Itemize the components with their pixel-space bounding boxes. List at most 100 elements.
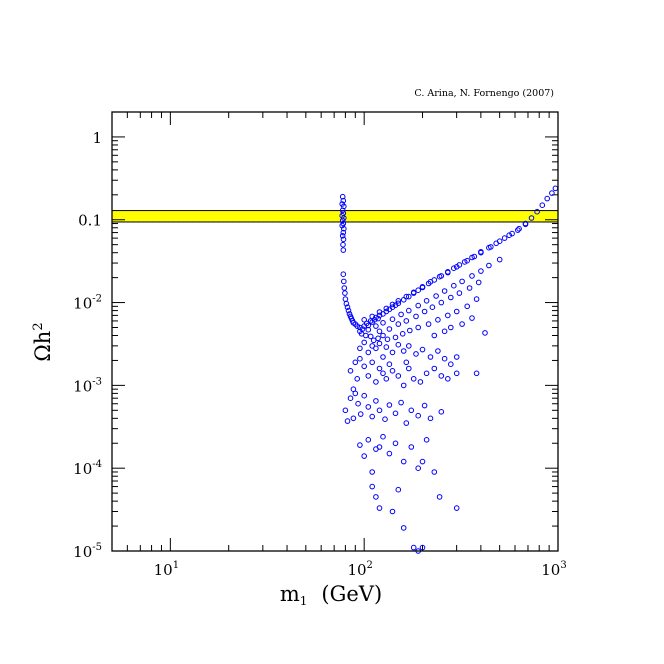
data-point [423,370,430,377]
x-tick-label: 101 [154,560,179,579]
data-point [400,525,407,531]
data-point [482,330,488,336]
y-tick-label-base: 10 [73,460,92,478]
data-point [354,376,361,382]
data-point [392,410,399,417]
data-point [365,373,372,379]
data-point [407,327,413,334]
data-point [433,293,439,299]
data-point [361,392,368,399]
data-point [342,290,348,296]
data-point [357,345,363,352]
data-point [339,233,346,239]
data-point [369,469,376,475]
data-point [534,208,540,215]
data-point [373,323,379,329]
data-point [539,202,546,208]
data-point [361,453,368,459]
data-point [427,354,434,360]
data-point [384,336,391,343]
data-point [352,359,359,366]
y-tick-label: 1 [92,129,102,147]
data-point [395,298,402,304]
data-point [431,365,438,372]
data-point [400,458,407,465]
data-point [376,365,383,372]
x-tick-label-exponent: 2 [367,560,373,571]
data-point [352,390,359,397]
data-point [486,262,492,269]
data-point [383,305,390,312]
data-point [423,437,430,443]
data-point [427,279,434,285]
data-point [408,444,415,450]
data-point [339,207,346,214]
data-point [380,433,386,440]
data-point [429,304,436,311]
y-axis-label-base: Ωh [31,331,55,362]
data-point [410,376,417,382]
data-point [478,249,484,256]
data-point [427,415,434,422]
x-tick-label-base: 10 [347,561,366,579]
data-point [408,407,415,414]
data-point [355,400,361,407]
data-point [386,361,393,368]
y-axis-label-superscript: 2 [31,322,46,330]
data-point [361,317,368,323]
data-point [344,418,351,424]
data-point [380,354,386,360]
data-point [461,259,468,265]
y-tick-label-base: 10 [73,377,92,395]
data-point [473,296,480,302]
data-point [438,373,445,379]
data-point [373,379,379,385]
y-tick-label: 10-3 [73,376,102,395]
data-point [441,355,448,362]
y-tick-label-base: 10 [73,295,92,313]
data-point [373,494,379,500]
data-point [509,230,515,237]
data-point [350,415,357,422]
data-point [419,458,426,465]
y-axis-label: Ωh2 [31,322,55,361]
data-point [386,402,393,408]
data-point [515,227,521,233]
data-point [400,382,407,389]
x-axis-label-unit: (GeV) [321,582,382,606]
x-axis-label-main: m [280,582,300,606]
data-point [488,244,494,250]
data-point [459,278,465,285]
data-point [373,398,379,404]
data-point [354,323,361,329]
data-point [415,287,422,294]
data-point [361,363,368,370]
data-point [496,256,503,263]
data-point [399,331,406,337]
data-point [435,317,441,323]
data-point [400,348,407,354]
data-point [522,221,529,228]
data-point [346,311,353,317]
data-point [347,368,354,374]
data-point [389,508,396,515]
data-point [340,247,347,253]
data-point [438,409,445,415]
x-axis-label: m1 (GeV) [280,582,382,608]
data-point [383,376,390,382]
data-point [389,316,396,323]
data-point [375,335,381,342]
data-point [386,326,393,332]
y-tick-label-exponent: -4 [92,459,102,470]
y-tick-label: 0.1 [78,212,102,230]
data-point [406,343,412,349]
data-point [398,311,404,318]
data-point [403,420,410,426]
data-point [365,404,372,410]
data-point [343,300,350,307]
data-point [453,354,460,360]
data-points-layer [339,185,559,554]
data-point [340,197,347,204]
